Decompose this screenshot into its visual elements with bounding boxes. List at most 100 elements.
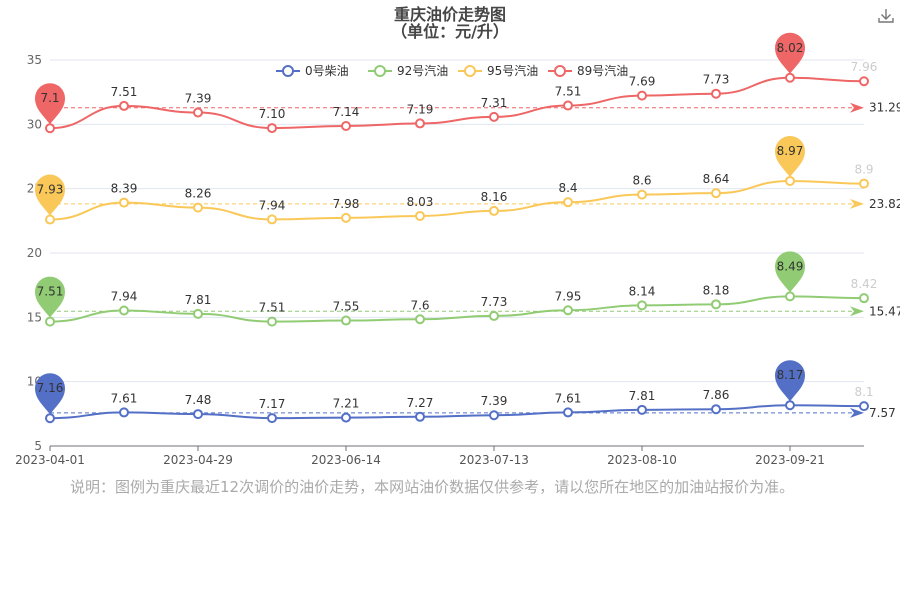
data-point[interactable] [785, 291, 795, 302]
data-point[interactable] [193, 107, 203, 118]
markers: 8.17 7.16 8.49 7.51 8.97 7.93 8.02 7.1 [35, 32, 805, 415]
data-point[interactable] [267, 413, 277, 424]
data-label: 8.14 [629, 284, 656, 298]
legend-item[interactable]: 89号汽油 [548, 63, 628, 78]
data-point[interactable] [637, 90, 647, 101]
marker-pin-label: 8.02 [777, 41, 804, 55]
x-tick-label: 2023-04-29 [163, 453, 233, 467]
data-label: 7.48 [185, 393, 212, 407]
y-tick-label: 5 [34, 439, 42, 453]
data-point[interactable] [119, 305, 129, 316]
x-axis: 2023-04-01 2023-04-29 2023-06-14 2023-07-13… [15, 445, 864, 467]
data-label: 7.27 [407, 396, 434, 410]
data-point[interactable] [489, 111, 499, 122]
legend-label: 89号汽油 [577, 63, 628, 78]
average-label: 31.29 [869, 101, 900, 115]
data-point[interactable] [119, 100, 129, 111]
data-point[interactable] [637, 189, 647, 200]
data-point[interactable] [489, 205, 499, 216]
legend[interactable]: 0号柴油 92号汽油 95号汽油 89号汽油 [276, 63, 628, 78]
marker-pin: 7.1 [35, 83, 65, 125]
data-point[interactable] [341, 412, 351, 423]
data-label: 8.26 [185, 187, 212, 201]
data-label: 7.19 [407, 102, 434, 116]
data-point[interactable] [711, 404, 721, 415]
data-point[interactable] [711, 88, 721, 99]
legend-symbol [282, 65, 294, 77]
data-point[interactable] [489, 310, 499, 321]
data-label: 7.17 [259, 397, 286, 411]
data-point[interactable] [563, 197, 573, 208]
data-point[interactable] [45, 413, 55, 424]
marker-pin: 7.51 [35, 276, 65, 318]
chart-title: 重庆油价走势图 [394, 5, 506, 24]
data-point[interactable] [193, 409, 203, 420]
x-tick-label: 2023-04-01 [15, 453, 85, 467]
data-label: 8.9 [854, 163, 873, 177]
chart-subtitle: （单位：元/升） [391, 22, 509, 41]
legend-item[interactable]: 92号汽油 [368, 63, 448, 78]
legend-label: 95号汽油 [487, 63, 538, 78]
data-point[interactable] [45, 123, 55, 134]
data-point[interactable] [859, 178, 869, 189]
data-point[interactable] [341, 212, 351, 223]
data-label: 7.81 [629, 389, 656, 403]
marker-pin-label: 8.49 [777, 259, 804, 273]
data-label: 7.69 [629, 75, 656, 89]
chart-note: 说明：图例为重庆最近12次调价的油价走势，本网站油价数据仅供参考，请以您所在地区… [70, 478, 795, 496]
data-label: 7.21 [333, 397, 360, 411]
data-point[interactable] [193, 308, 203, 319]
data-point[interactable] [119, 407, 129, 418]
data-label: 7.81 [185, 293, 212, 307]
series-points [45, 72, 869, 424]
marker-pin: 8.17 [775, 360, 805, 402]
data-point[interactable] [637, 404, 647, 415]
legend-label: 92号汽油 [397, 63, 448, 78]
data-label: 7.73 [703, 73, 730, 87]
data-point[interactable] [45, 214, 55, 225]
legend-item[interactable]: 0号柴油 [276, 64, 349, 78]
data-point[interactable] [415, 314, 425, 325]
average-label: 15.47 [869, 304, 900, 318]
data-point[interactable] [415, 210, 425, 221]
data-label: 7.95 [555, 289, 582, 303]
data-point[interactable] [489, 410, 499, 421]
data-point[interactable] [267, 316, 277, 327]
data-point[interactable] [563, 407, 573, 418]
data-point[interactable] [193, 202, 203, 213]
data-label: 7.51 [111, 85, 138, 99]
average-arrow [850, 102, 864, 113]
data-point[interactable] [267, 214, 277, 225]
marker-pin-label: 7.51 [37, 285, 64, 299]
data-point[interactable] [341, 315, 351, 326]
marker-pin: 8.97 [775, 135, 805, 177]
data-point[interactable] [563, 305, 573, 316]
legend-item[interactable]: 95号汽油 [458, 63, 538, 78]
data-point[interactable] [859, 293, 869, 304]
legend-symbol [464, 65, 476, 77]
y-tick-label: 30 [27, 117, 42, 131]
data-point[interactable] [859, 76, 869, 87]
data-point[interactable] [415, 411, 425, 422]
data-point[interactable] [711, 188, 721, 199]
data-point[interactable] [563, 100, 573, 111]
data-point[interactable] [785, 400, 795, 411]
download-icon[interactable] [876, 6, 896, 26]
data-point[interactable] [267, 123, 277, 134]
data-label: 8.1 [854, 385, 873, 399]
marker-pin: 7.16 [35, 373, 65, 415]
marker-pin: 8.02 [775, 32, 805, 74]
data-point[interactable] [859, 401, 869, 412]
data-label: 7.96 [851, 60, 878, 74]
data-point[interactable] [119, 197, 129, 208]
data-point[interactable] [341, 121, 351, 132]
data-point[interactable] [785, 72, 795, 83]
data-point[interactable] [45, 316, 55, 327]
data-point[interactable] [637, 300, 647, 311]
data-point[interactable] [785, 175, 795, 186]
data-label: 7.51 [259, 301, 286, 315]
data-point[interactable] [711, 299, 721, 310]
marker-pin: 8.49 [775, 251, 805, 293]
average-arrow [850, 407, 864, 418]
data-point[interactable] [415, 118, 425, 129]
